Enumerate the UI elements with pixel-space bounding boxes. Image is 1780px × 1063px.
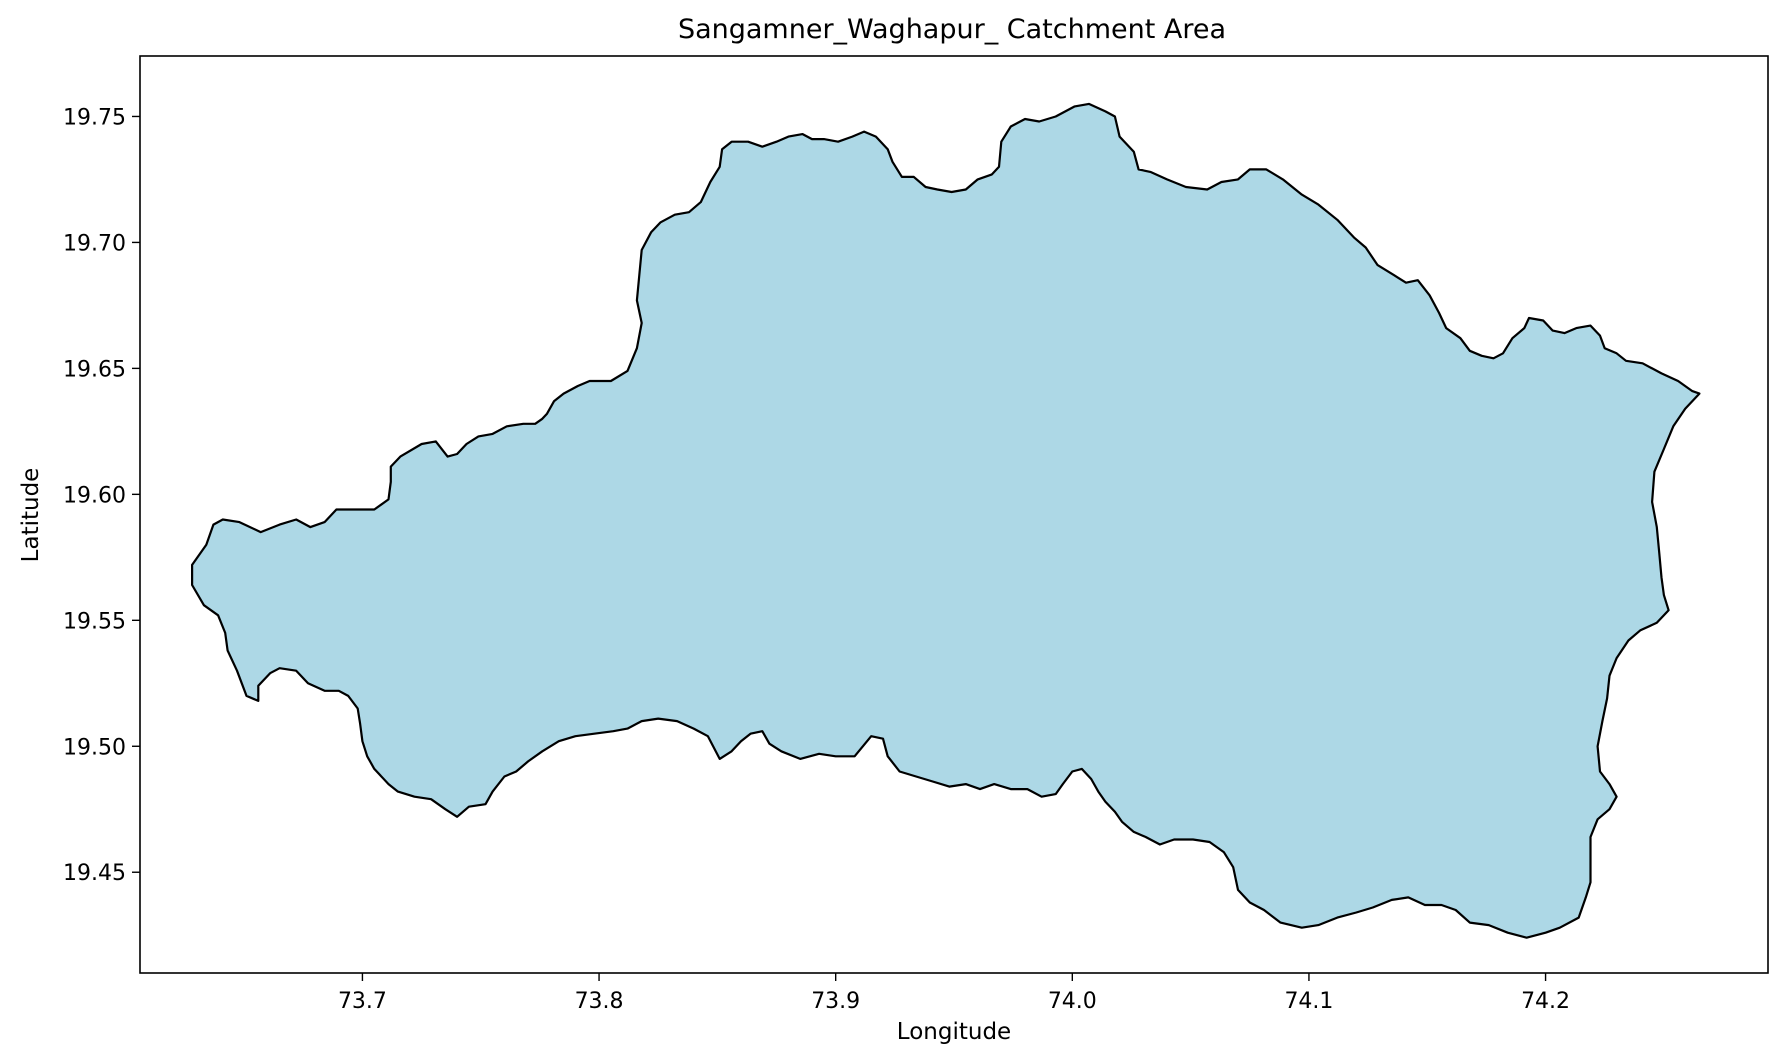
x-tick-label: 74.2 xyxy=(1521,989,1570,1014)
y-axis-ticks: 19.45 19.50 19.55 19.60 19.65 19.70 19.75 xyxy=(63,105,140,886)
y-axis-label: Latitude xyxy=(18,468,44,563)
chart-title: Sangamner_Waghapur_ Catchment Area xyxy=(678,14,1226,45)
y-tick-label: 19.70 xyxy=(63,231,126,256)
plot-area xyxy=(139,55,1769,974)
x-axis-label: Longitude xyxy=(897,1019,1011,1045)
y-tick-label: 19.55 xyxy=(63,609,126,634)
y-tick-label: 19.50 xyxy=(63,735,126,760)
x-tick-label: 73.9 xyxy=(811,989,860,1014)
y-tick-label: 19.60 xyxy=(63,483,126,508)
x-tick-label: 73.7 xyxy=(338,989,387,1014)
catchment-polygon xyxy=(191,102,1701,939)
y-tick-label: 19.75 xyxy=(63,105,126,130)
x-tick-label: 73.8 xyxy=(575,989,624,1014)
y-tick-label: 19.45 xyxy=(63,861,126,886)
x-tick-label: 74.0 xyxy=(1048,989,1097,1014)
x-axis-ticks: 73.7 73.8 73.9 74.0 74.1 74.2 xyxy=(338,973,1570,1014)
y-tick-label: 19.65 xyxy=(63,357,126,382)
x-tick-label: 74.1 xyxy=(1284,989,1333,1014)
axes-frame xyxy=(139,55,1769,974)
